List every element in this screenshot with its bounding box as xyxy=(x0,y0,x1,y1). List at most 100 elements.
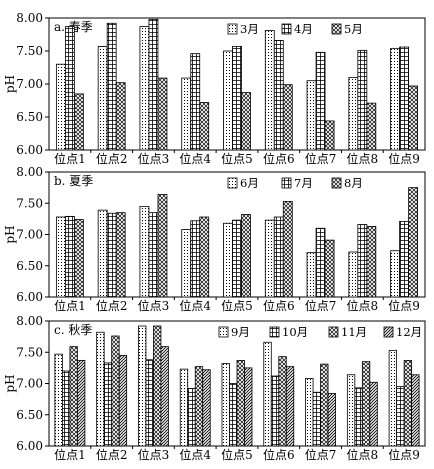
y-tick-label: 7.00 xyxy=(16,77,43,91)
bar xyxy=(241,214,251,298)
y-tick-label: 6.00 xyxy=(16,290,43,304)
x-tick-label: 位点9 xyxy=(388,151,420,166)
legend-label: 5月 xyxy=(344,22,363,36)
x-tick-label: 位点4 xyxy=(179,298,211,313)
x-tick-label: 位点8 xyxy=(347,447,379,462)
bar xyxy=(54,353,63,447)
bar xyxy=(282,84,293,151)
x-tick-label: 位点1 xyxy=(54,151,86,166)
bar xyxy=(399,46,410,151)
bar xyxy=(354,387,363,447)
bar xyxy=(285,366,295,447)
bar xyxy=(148,212,159,298)
legend-label: 3月 xyxy=(240,22,259,36)
x-tick-label: 位点7 xyxy=(305,151,337,166)
y-axis-label: pH xyxy=(3,374,17,392)
bar xyxy=(264,30,275,151)
x-tick-label: 位点5 xyxy=(221,151,253,166)
bar xyxy=(157,194,168,298)
bar xyxy=(139,205,150,298)
bar xyxy=(306,80,317,151)
x-tick-label: 位点2 xyxy=(96,298,128,313)
bar xyxy=(408,85,419,151)
bar xyxy=(306,252,317,298)
bar xyxy=(202,369,211,447)
bar xyxy=(282,200,293,298)
bar xyxy=(55,63,66,151)
y-tick-label: 8.00 xyxy=(16,11,43,25)
y-tick-label: 8.00 xyxy=(16,314,43,328)
x-tick-label: 位点6 xyxy=(263,298,295,313)
bar xyxy=(324,239,335,298)
legend-swatch xyxy=(227,177,238,189)
bar xyxy=(357,224,368,298)
x-tick-label: 位点8 xyxy=(347,298,379,313)
bar xyxy=(187,388,196,447)
bar xyxy=(199,216,210,298)
bar xyxy=(97,45,108,151)
legend-swatch xyxy=(331,23,342,35)
bar xyxy=(76,359,86,447)
x-tick-label: 位点7 xyxy=(305,298,337,313)
bar xyxy=(181,77,192,151)
bar xyxy=(241,92,251,151)
bar xyxy=(181,229,192,298)
x-tick-label: 位点1 xyxy=(54,298,86,313)
y-tick-label: 6.00 xyxy=(16,439,43,453)
y-axis-label: pH xyxy=(3,75,17,93)
bar xyxy=(348,77,359,151)
bar xyxy=(396,386,405,447)
bar xyxy=(199,102,210,151)
x-tick-label: 位点2 xyxy=(96,447,128,462)
legend-swatch xyxy=(328,326,339,338)
x-tick-label: 位点4 xyxy=(179,447,211,462)
bar xyxy=(366,225,377,298)
legend-label: 11月 xyxy=(341,325,367,339)
x-tick-label: 位点6 xyxy=(263,447,295,462)
bar xyxy=(223,50,233,151)
x-tick-label: 位点3 xyxy=(138,151,170,166)
bar xyxy=(64,215,75,298)
bar xyxy=(312,391,321,447)
panel-title: b. 夏季 xyxy=(54,174,93,188)
bar xyxy=(278,356,287,447)
legend-swatch xyxy=(281,177,292,189)
bar xyxy=(106,22,117,151)
legend-swatch xyxy=(331,177,342,189)
bar xyxy=(64,26,75,151)
bar xyxy=(263,341,272,447)
x-tick-label: 位点7 xyxy=(305,447,337,462)
bar xyxy=(411,374,420,447)
bar xyxy=(324,120,335,151)
legend-label: 6月 xyxy=(240,176,259,190)
legend-label: 12月 xyxy=(396,325,422,339)
bar xyxy=(348,251,359,298)
legend-swatch xyxy=(269,326,280,338)
legend-swatch xyxy=(383,326,394,338)
bar xyxy=(157,77,168,151)
panel-title: c. 秋季 xyxy=(54,323,92,337)
x-tick-label: 位点5 xyxy=(221,447,253,462)
bar xyxy=(390,250,401,298)
bar xyxy=(103,362,113,447)
x-tick-label: 位点3 xyxy=(138,447,170,462)
bar xyxy=(403,359,413,447)
legend-label: 7月 xyxy=(294,176,313,190)
y-tick-label: 7.00 xyxy=(16,228,43,242)
bar xyxy=(139,26,150,151)
bar xyxy=(315,227,326,298)
x-tick-label: 位点4 xyxy=(179,151,211,166)
bar xyxy=(408,187,419,298)
bar xyxy=(366,102,377,151)
x-tick-label: 位点5 xyxy=(221,298,253,313)
bar xyxy=(273,40,284,151)
y-tick-label: 7.50 xyxy=(16,345,43,359)
bar xyxy=(153,325,162,447)
bar xyxy=(190,220,201,298)
legend-label: 10月 xyxy=(282,325,308,339)
y-tick-label: 6.50 xyxy=(16,408,43,422)
